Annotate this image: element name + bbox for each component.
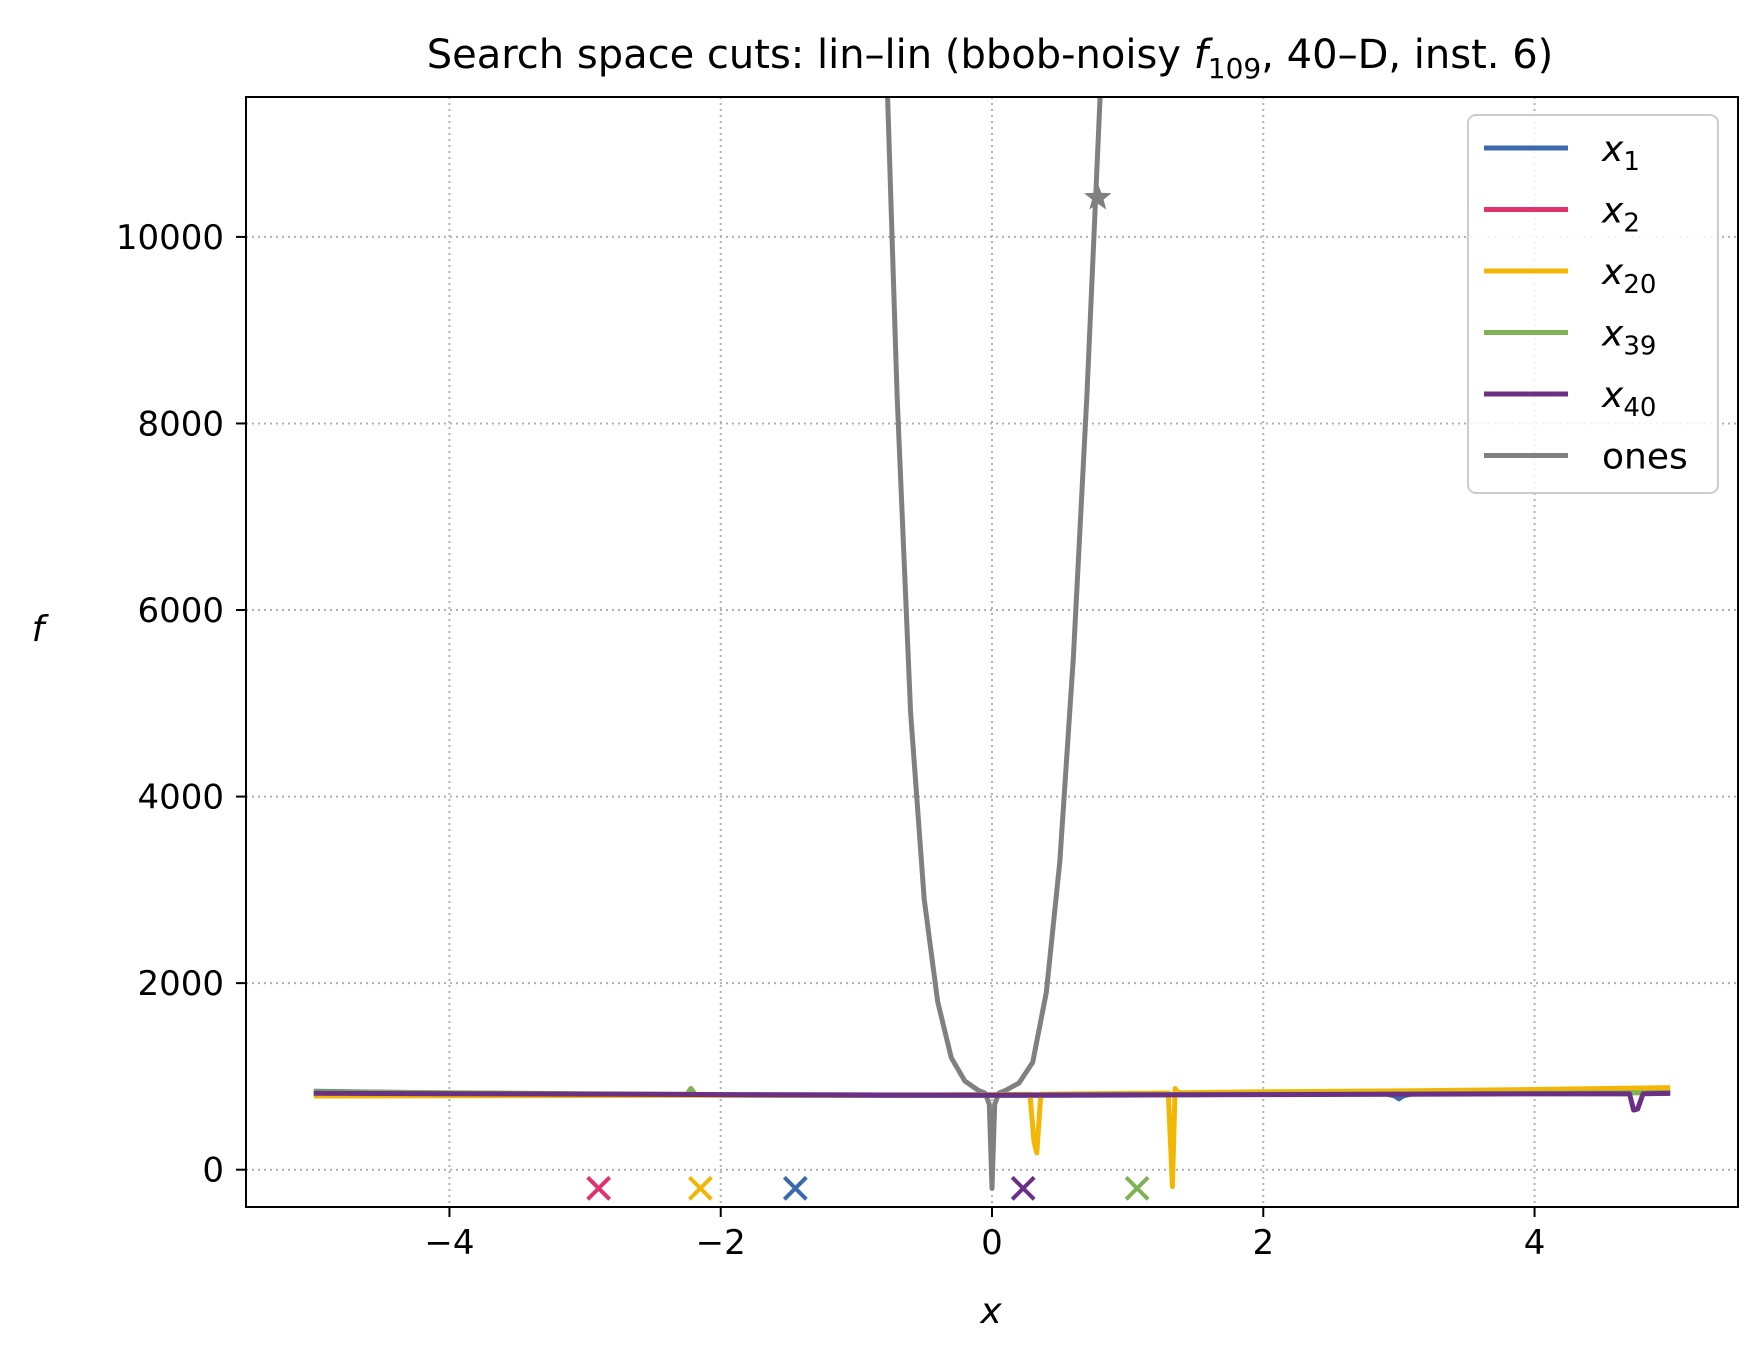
y-axis-label: f	[32, 609, 50, 650]
legend-label-x39: x39	[1601, 314, 1656, 362]
x-tick-label: 2	[1252, 1223, 1274, 1263]
y-tick-label: 8000	[137, 404, 224, 444]
legend-label-base: x	[1601, 375, 1624, 416]
legend-label-subscript: 1	[1623, 147, 1640, 177]
title-suffix: , 40–D, inst. 6)	[1261, 32, 1553, 78]
marker-stroke	[586, 1175, 612, 1201]
legend-label-x20: x20	[1601, 252, 1656, 300]
y-tick-label: 6000	[137, 591, 224, 631]
x-tick-label: 0	[981, 1223, 1003, 1263]
marker-x-x20	[687, 1175, 713, 1201]
series-layer	[313, 97, 1671, 1191]
x-tick-label: −4	[424, 1223, 474, 1263]
marker-x-x1	[782, 1175, 808, 1201]
y-tick-label: 2000	[137, 964, 224, 1004]
chart-title: Search space cuts: lin–lin (bbob-noisy f…	[427, 32, 1554, 85]
marker-x-x39	[1124, 1175, 1150, 1201]
legend-label-base: x	[1601, 129, 1624, 170]
legend-label-x40: x40	[1601, 375, 1656, 423]
legend-label-subscript: 2	[1623, 209, 1640, 239]
series-line-x40	[313, 1090, 1671, 1113]
marker-stroke	[1010, 1175, 1036, 1201]
legend-label-subscript: 20	[1623, 270, 1656, 300]
title-func-subscript: 109	[1208, 52, 1261, 85]
marker-x-x40	[1010, 1175, 1036, 1201]
marker-x-x2	[586, 1175, 612, 1201]
legend-label-ones: ones	[1602, 437, 1688, 478]
y-tick-label: 10000	[116, 218, 224, 258]
marker-stroke	[1124, 1175, 1150, 1201]
marker-star-ones	[1084, 183, 1112, 210]
x-tick-label: 4	[1524, 1223, 1546, 1263]
legend-label-base: x	[1601, 252, 1624, 293]
legend-label-x1: x1	[1601, 129, 1640, 177]
marker-stroke	[782, 1175, 808, 1201]
x-tick-label: −2	[696, 1223, 746, 1263]
legend-label-subscript: 40	[1623, 393, 1656, 423]
legend-label-base: ones	[1602, 437, 1688, 478]
legend-label-x2: x2	[1601, 191, 1640, 239]
title-prefix: Search space cuts: lin–lin (bbob-noisy	[427, 32, 1194, 78]
legend-label-base: x	[1601, 314, 1624, 355]
legend-label-subscript: 39	[1623, 332, 1656, 362]
series-line-ones	[885, 97, 1103, 1191]
x-axis-label: x	[979, 1291, 1002, 1332]
legend-label-base: x	[1601, 191, 1624, 232]
y-tick-label: 4000	[137, 778, 224, 818]
marker-layer	[586, 183, 1150, 1201]
y-tick-label: 0	[202, 1151, 224, 1191]
tick-layer: −4 −2 0 2 4 0 2000 4000 6000 8000 10000	[116, 218, 1546, 1263]
marker-stroke	[687, 1175, 713, 1201]
